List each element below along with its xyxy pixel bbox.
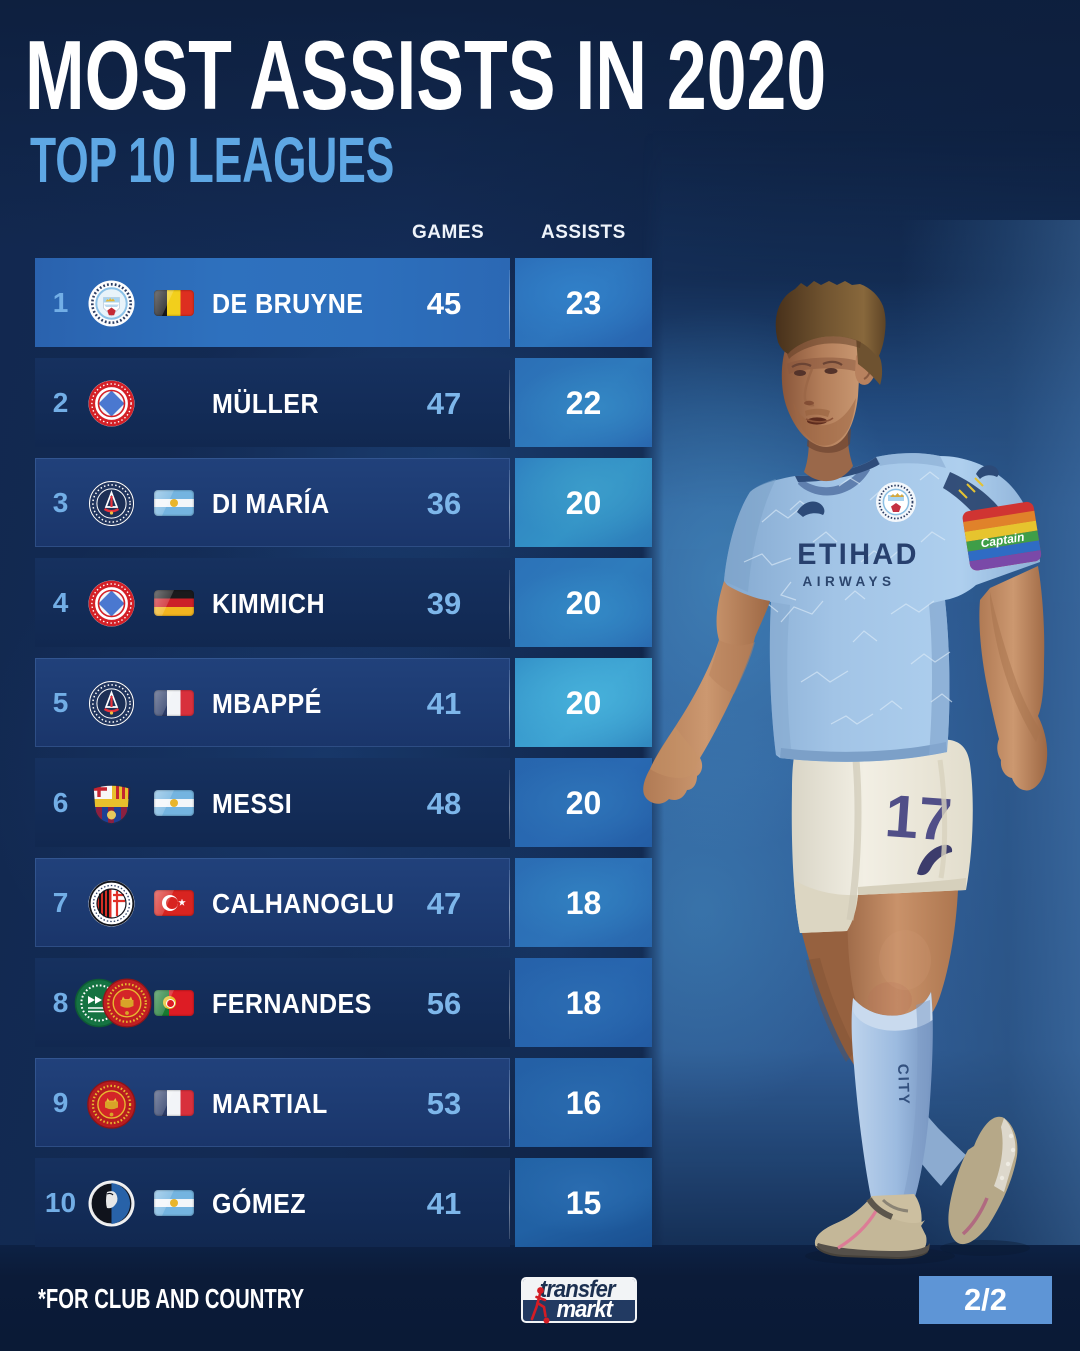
svg-text:ETIHAD: ETIHAD — [797, 537, 919, 571]
svg-text:CITY: CITY — [894, 1064, 912, 1107]
svg-text:AIRWAYS: AIRWAYS — [802, 574, 895, 589]
svg-text:Captain: Captain — [980, 530, 1026, 551]
